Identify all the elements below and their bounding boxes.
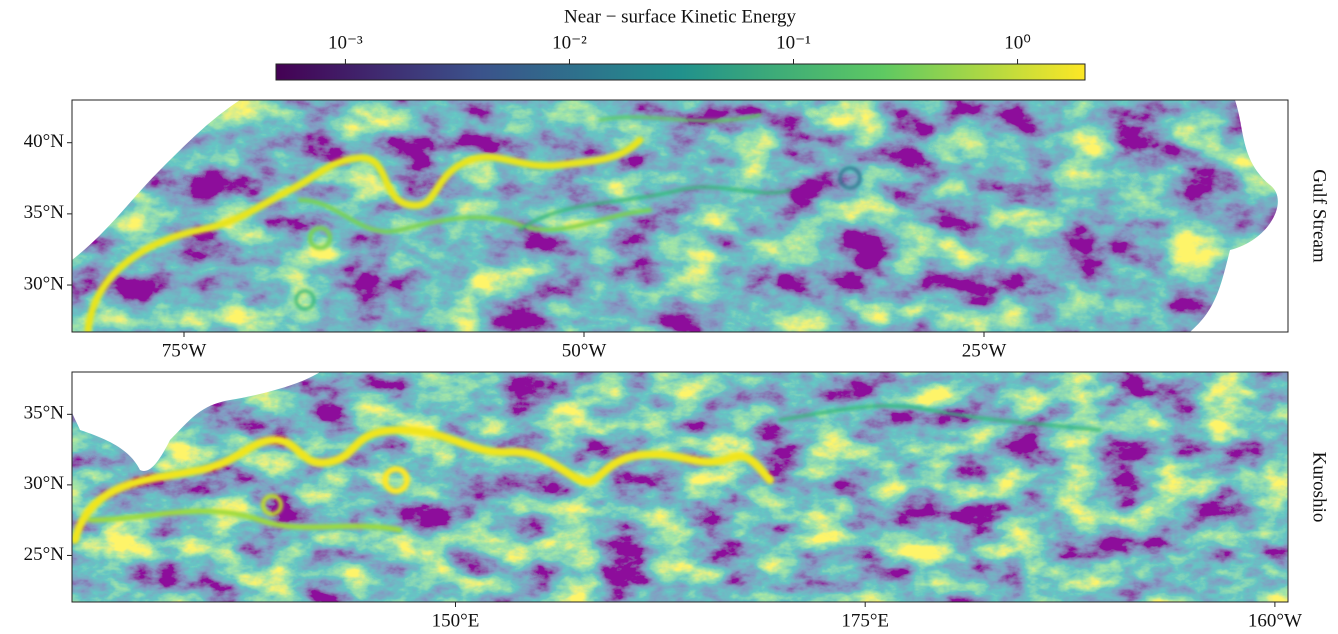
field-texture xyxy=(72,100,1288,332)
x-tick-label: 75°W xyxy=(162,340,207,361)
land xyxy=(1190,100,1288,332)
y-tick-label: 30°N xyxy=(24,473,65,494)
colorbar-tick-label: 10⁻¹ xyxy=(776,32,811,53)
x-tick-label: 160°W xyxy=(1248,610,1302,631)
current-jet xyxy=(84,113,862,332)
x-tick-label: 150°E xyxy=(432,610,480,631)
field-texture xyxy=(72,372,1288,602)
land xyxy=(72,100,240,260)
y-tick-label: 30°N xyxy=(24,273,65,294)
kuroshio-field xyxy=(72,372,1288,602)
y-tick-label: 25°N xyxy=(24,544,65,565)
x-tick-label: 25°W xyxy=(962,340,1007,361)
colorbar-tick-label: 10⁰ xyxy=(1004,32,1031,53)
land xyxy=(72,372,320,471)
panel-frame xyxy=(71,371,1289,603)
x-tick-label: 175°E xyxy=(841,610,889,631)
x-tick-label: 50°W xyxy=(562,340,607,361)
panel-label: Gulf Stream xyxy=(1309,169,1330,263)
y-tick-label: 40°N xyxy=(24,131,65,152)
colorbar-title: Near − surface Kinetic Energy xyxy=(564,6,796,27)
y-tick-label: 35°N xyxy=(24,202,65,223)
current-jet xyxy=(72,378,1102,544)
colorbar xyxy=(275,63,1086,81)
panel-label: Kuroshio xyxy=(1309,452,1330,523)
panel-frame xyxy=(71,99,1289,333)
colorbar-tick-label: 10⁻³ xyxy=(328,32,363,53)
colorbar-tick-label: 10⁻² xyxy=(552,32,587,53)
y-tick-label: 35°N xyxy=(24,403,65,424)
gulf-stream-field xyxy=(72,100,1288,332)
